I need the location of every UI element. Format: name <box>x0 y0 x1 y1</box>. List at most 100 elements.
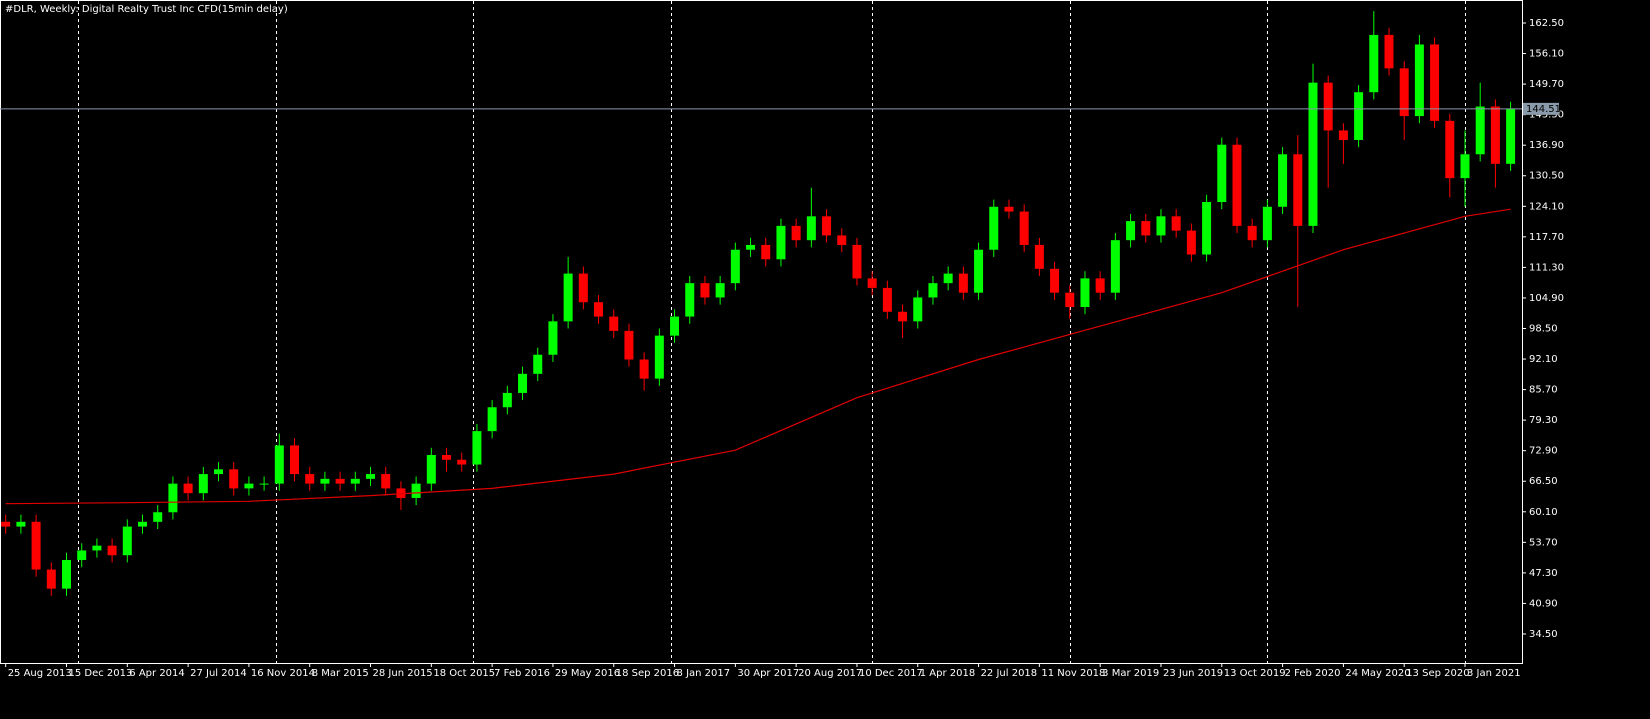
x-tick-label: 27 Jul 2014 <box>190 668 247 679</box>
x-tick-label: 28 Jun 2015 <box>373 668 433 679</box>
candle-body <box>1384 34 1394 69</box>
x-tick-label: 8 Jan 2017 <box>677 668 731 679</box>
y-tick-label: 60.10 <box>1529 507 1558 518</box>
candle-body <box>457 459 467 465</box>
candle-body <box>776 225 786 260</box>
candle-body <box>229 469 239 489</box>
candle-body <box>92 545 102 551</box>
candle-body <box>1 521 11 527</box>
current-price-box <box>1523 102 1559 115</box>
candle-body <box>624 330 634 360</box>
candle-body <box>654 335 664 379</box>
x-tick-label: 11 Nov 2018 <box>1041 668 1105 679</box>
candle-body <box>639 359 649 379</box>
candle-body <box>1110 240 1120 293</box>
x-tick-label: 29 May 2016 <box>555 668 620 679</box>
candle-body <box>183 483 193 494</box>
chart-title: #DLR, Weekly: Digital Realty Trust Inc C… <box>5 4 288 15</box>
candle-body <box>411 483 421 498</box>
y-tick-label: 143.30 <box>1529 110 1564 121</box>
x-tick-label: 3 Mar 2019 <box>1102 668 1159 679</box>
candle-body <box>1034 244 1044 269</box>
candle-body <box>974 249 984 293</box>
candle-body <box>1262 206 1272 241</box>
candle-body <box>1232 144 1242 226</box>
candle-body <box>1475 106 1485 155</box>
candle-body <box>153 512 163 522</box>
candle-body <box>77 550 87 560</box>
candle-body <box>715 283 725 298</box>
y-tick-label: 124.10 <box>1529 201 1564 212</box>
candle-body <box>168 483 178 513</box>
candle-body <box>198 474 208 494</box>
y-tick-label: 104.90 <box>1529 293 1564 304</box>
candle-body <box>837 235 847 245</box>
candle-body <box>685 283 695 317</box>
candle-body <box>290 445 300 475</box>
candle-body <box>16 521 26 527</box>
candle-body <box>867 278 877 288</box>
candle-body <box>1506 108 1516 164</box>
candle-body <box>62 559 72 589</box>
candle-body <box>122 526 132 556</box>
candle-body <box>107 545 117 556</box>
y-tick-label: 98.50 <box>1529 323 1558 334</box>
x-tick-label: 23 Jun 2019 <box>1163 668 1223 679</box>
candle-body <box>259 483 269 485</box>
candle-body <box>1308 82 1318 226</box>
y-tick-label: 53.70 <box>1529 537 1558 548</box>
y-tick-label: 79.30 <box>1529 415 1558 426</box>
y-tick-label: 92.10 <box>1529 354 1558 365</box>
y-tick-label: 34.50 <box>1529 629 1558 640</box>
y-tick-label: 156.10 <box>1529 49 1564 60</box>
candle-body <box>1354 92 1364 140</box>
x-tick-label: 25 Aug 2013 <box>8 668 72 679</box>
candle-body <box>1460 154 1470 179</box>
candle-body <box>1202 202 1212 255</box>
candle-body <box>578 273 588 303</box>
x-tick-label: 2 Feb 2020 <box>1285 668 1341 679</box>
candle-body <box>898 311 908 322</box>
candle-body <box>1490 106 1500 164</box>
candle-body <box>1156 216 1166 236</box>
y-tick-label: 117.70 <box>1529 232 1564 243</box>
candle-body <box>609 316 619 331</box>
candle-body <box>138 521 148 527</box>
candle-body <box>563 273 573 322</box>
candle-body <box>1141 221 1151 236</box>
candle-body <box>943 273 953 284</box>
x-tick-label: 13 Sep 2020 <box>1406 668 1469 679</box>
candle-body <box>822 216 832 236</box>
candle-body <box>1019 211 1029 245</box>
candle-body <box>533 354 543 374</box>
x-tick-label: 15 Dec 2013 <box>69 668 133 679</box>
candle-body <box>730 249 740 284</box>
candle-body <box>1338 130 1348 140</box>
x-tick-label: 20 Aug 2017 <box>798 668 862 679</box>
candle-body <box>1126 221 1136 241</box>
x-tick-label: 10 Dec 2017 <box>859 668 923 679</box>
candle-body <box>1293 154 1303 226</box>
candle-body <box>806 216 816 241</box>
candle-body <box>670 316 680 336</box>
candle-body <box>502 392 512 408</box>
candle-body <box>1186 230 1196 255</box>
y-tick-label: 130.50 <box>1529 171 1564 182</box>
x-tick-label: 7 Feb 2016 <box>494 668 550 679</box>
candle-body <box>1430 44 1440 121</box>
candle-body <box>913 297 923 322</box>
candle-body <box>305 474 315 484</box>
y-tick-label: 149.70 <box>1529 79 1564 90</box>
y-tick-label: 47.30 <box>1529 568 1558 579</box>
x-tick-label: 3 Jan 2021 <box>1467 668 1521 679</box>
candle-body <box>548 321 558 355</box>
candle-body <box>214 469 224 475</box>
candle-body <box>761 244 771 260</box>
candle-body <box>31 521 41 570</box>
x-tick-label: 6 Apr 2014 <box>129 668 184 679</box>
x-tick-label: 24 May 2020 <box>1345 668 1410 679</box>
candle-body <box>1171 216 1181 231</box>
candle-body <box>381 474 391 489</box>
y-tick-label: 111.30 <box>1529 262 1564 273</box>
